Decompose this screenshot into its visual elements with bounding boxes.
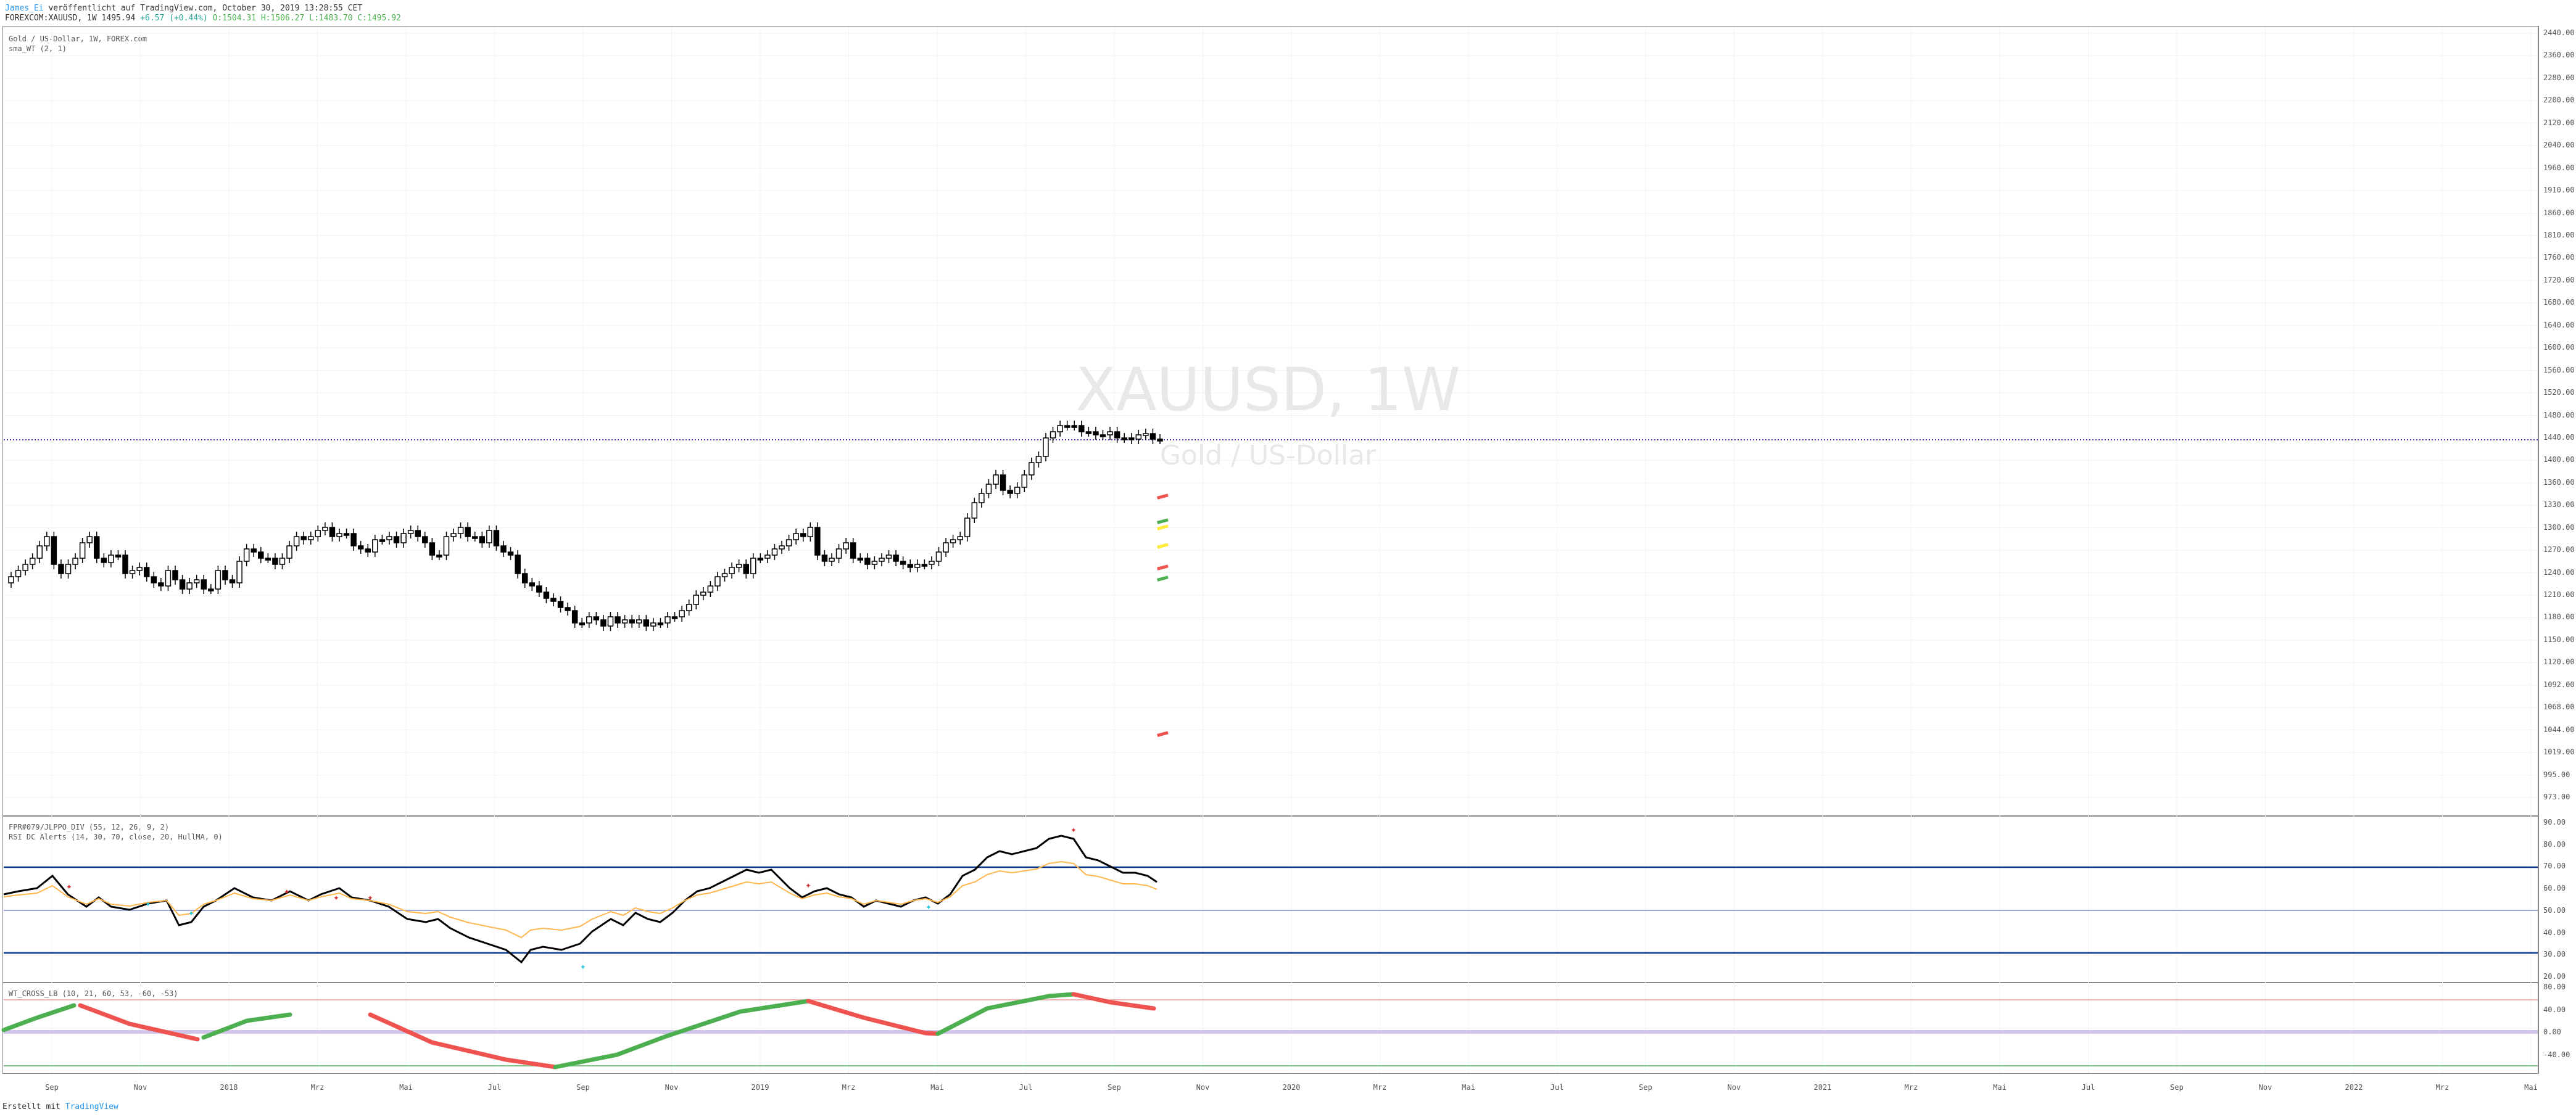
rsi-tick: 30.00: [2543, 950, 2566, 959]
time-tick: Mrz: [842, 1083, 856, 1092]
close-value: C:1495.92: [357, 14, 401, 23]
price-tick: 1240.00: [2543, 567, 2575, 577]
time-tick: 2021: [1813, 1083, 1832, 1092]
time-tick: Mai: [399, 1083, 413, 1092]
wt-pane[interactable]: [2, 983, 2538, 1074]
time-tick: 2018: [220, 1083, 238, 1092]
price-tick: 2280.00: [2543, 73, 2575, 82]
time-tick: Sep: [2170, 1083, 2184, 1092]
time-tick: Mai: [1462, 1083, 1475, 1092]
price-tick: 1270.00: [2543, 545, 2575, 554]
price-tick: 1640.00: [2543, 320, 2575, 329]
wt-tick: 80.00: [2543, 983, 2566, 991]
rsi-tick: 50.00: [2543, 905, 2566, 915]
price-tick: 1150.00: [2543, 635, 2575, 644]
time-tick: Mrz: [310, 1083, 325, 1092]
footer-created: Erstellt mit: [2, 1102, 60, 1111]
price-tick: 1180.00: [2543, 612, 2575, 622]
open-value: O:1504.31: [212, 14, 257, 23]
price-tick: 1330.00: [2543, 500, 2575, 509]
change-value: +6.57 (+0.44%): [140, 14, 208, 23]
main-legend-1: Gold / US-Dollar, 1W, FOREX.com: [9, 35, 147, 43]
wt-legend-1: WT_CROSS_LB (10, 21, 60, 53, -60, -53): [9, 989, 178, 998]
price-tick: 1600.00: [2543, 343, 2575, 352]
time-tick: Mrz: [2435, 1083, 2450, 1092]
price-tick: 1019.00: [2543, 748, 2575, 757]
price-tick: 1520.00: [2543, 388, 2575, 397]
low-value: L:1483.70: [309, 14, 353, 23]
rsi-pane[interactable]: [2, 816, 2538, 983]
author-link[interactable]: James_Ei: [5, 4, 44, 13]
price-tick: 1210.00: [2543, 590, 2575, 600]
time-tick: Jul: [1019, 1083, 1033, 1092]
price-tick: 1720.00: [2543, 275, 2575, 284]
time-tick: Sep: [45, 1083, 59, 1092]
rsi-tick: 40.00: [2543, 928, 2566, 937]
time-tick: Nov: [1727, 1083, 1741, 1092]
time-tick: 2020: [1282, 1083, 1301, 1092]
price-tick: 2040.00: [2543, 141, 2575, 150]
price-tick: 2440.00: [2543, 28, 2575, 37]
price-tick: 1860.00: [2543, 208, 2575, 217]
wt-tick: 40.00: [2543, 1005, 2566, 1014]
time-tick: Nov: [665, 1083, 679, 1092]
time-tick: Mai: [1993, 1083, 2007, 1092]
price-tick: 2200.00: [2543, 96, 2575, 105]
symbol-line: FOREXCOM:XAUUSD, 1W 1495.94 +6.57 (+0.44…: [5, 14, 401, 23]
main-legend-2: sma_WT (2, 1): [9, 44, 67, 53]
rsi-legend-2: RSI DC Alerts (14, 30, 70, close, 20, Hu…: [9, 833, 223, 841]
time-tick: 2019: [751, 1083, 769, 1092]
price-tick: 1044.00: [2543, 725, 2575, 734]
price-tick: 1680.00: [2543, 298, 2575, 307]
time-tick: Mai: [930, 1083, 944, 1092]
price-tick: 973.00: [2543, 793, 2570, 801]
price-tick: 1760.00: [2543, 253, 2575, 262]
price-tick: 1092.00: [2543, 680, 2575, 689]
symbol-label: FOREXCOM:XAUUSD, 1W: [5, 14, 97, 23]
last-price: 1495.94: [101, 14, 136, 23]
wt-tick: -40.00: [2543, 1050, 2570, 1059]
time-tick: Nov: [133, 1083, 147, 1092]
time-tick: Nov: [1196, 1083, 1210, 1092]
price-tick: 1120.00: [2543, 657, 2575, 667]
price-tick: 1560.00: [2543, 365, 2575, 374]
price-tick: 1360.00: [2543, 477, 2575, 487]
time-tick: Mrz: [1373, 1083, 1387, 1092]
price-tick: 1400.00: [2543, 455, 2575, 464]
publish-line: James_Ei veröffentlicht auf TradingView.…: [5, 4, 362, 13]
time-tick: Mrz: [1904, 1083, 1918, 1092]
time-tick: Jul: [487, 1083, 502, 1092]
main-pane[interactable]: [2, 26, 2538, 816]
price-tick: 1480.00: [2543, 410, 2575, 419]
rsi-tick: 80.00: [2543, 839, 2566, 849]
price-tick: 2120.00: [2543, 118, 2575, 127]
price-tick: 1910.00: [2543, 186, 2575, 195]
high-value: H:1506.27: [260, 14, 305, 23]
time-tick: Jul: [2081, 1083, 2095, 1092]
rsi-tick: 90.00: [2543, 818, 2566, 826]
price-axis-divider: [2538, 26, 2539, 1074]
price-tick: 1068.00: [2543, 703, 2575, 712]
tradingview-logo[interactable]: TradingView: [65, 1102, 118, 1111]
price-tick: 1440.00: [2543, 432, 2575, 442]
publish-text: veröffentlicht auf TradingView.com, Octo…: [48, 4, 363, 13]
rsi-legend-1: FPR#079/JLPPO_DIV (55, 12, 26, 9, 2): [9, 823, 170, 831]
price-tick: 2360.00: [2543, 51, 2575, 60]
time-tick: Sep: [1108, 1083, 1121, 1092]
time-tick: 2022: [2345, 1083, 2363, 1092]
time-tick: Jul: [1550, 1083, 1564, 1092]
time-tick: Nov: [2258, 1083, 2272, 1092]
time-tick: Sep: [576, 1083, 590, 1092]
rsi-tick: 20.00: [2543, 972, 2566, 981]
footer: Erstellt mit TradingView: [2, 1102, 118, 1111]
price-tick: 1300.00: [2543, 522, 2575, 532]
time-tick: Sep: [1639, 1083, 1652, 1092]
wt-tick: 0.00: [2543, 1028, 2561, 1037]
price-tick: 1960.00: [2543, 163, 2575, 172]
rsi-tick: 60.00: [2543, 884, 2566, 893]
price-tick: 1810.00: [2543, 230, 2575, 239]
rsi-tick: 70.00: [2543, 862, 2566, 871]
time-tick: Mai: [2524, 1083, 2538, 1092]
price-tick: 995.00: [2543, 770, 2570, 779]
